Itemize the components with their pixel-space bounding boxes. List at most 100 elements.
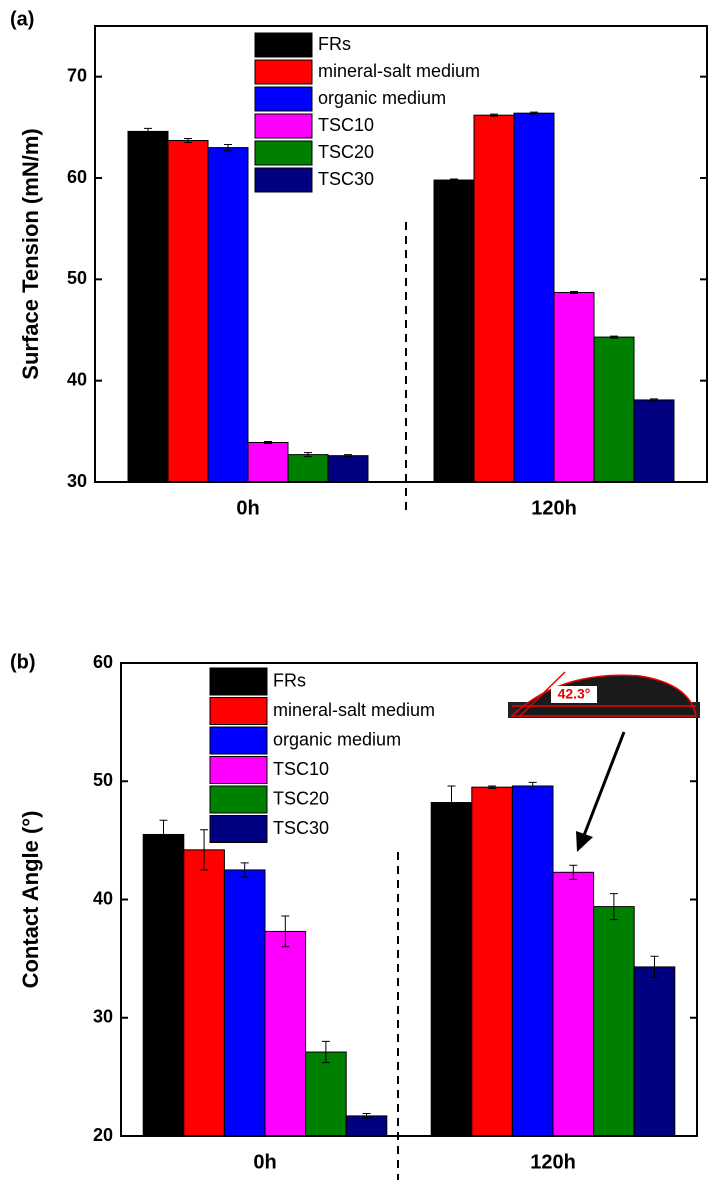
y-tick-label: 60 <box>93 652 113 672</box>
panel-label: (a) <box>10 8 34 30</box>
y-tick-label: 50 <box>67 268 87 288</box>
error-bar <box>570 290 578 295</box>
error-bar <box>264 440 272 444</box>
panel-label: (b) <box>10 651 36 673</box>
legend-swatch <box>209 697 268 725</box>
bar <box>167 140 209 483</box>
bar <box>471 786 513 1137</box>
error-bar <box>569 864 578 880</box>
x-tick-label: 120h <box>531 497 577 519</box>
bar <box>183 849 225 1137</box>
error-bar <box>240 862 249 878</box>
droplet <box>510 674 697 717</box>
error-bar <box>362 1113 371 1119</box>
tangent-line <box>519 671 566 717</box>
bar <box>345 1115 388 1137</box>
error-bar <box>304 452 312 458</box>
error-bar <box>344 454 352 458</box>
legend-label: TSC30 <box>273 818 329 838</box>
bar <box>593 336 635 483</box>
error-bar <box>321 1040 330 1064</box>
error-bar <box>159 819 168 850</box>
y-tick-label: 70 <box>67 65 87 85</box>
contact-angle-inset: 42.3° <box>508 671 700 852</box>
legend-label: TSC10 <box>318 115 374 135</box>
error-bar <box>528 781 537 791</box>
bar <box>511 785 554 1137</box>
error-bar <box>200 829 209 871</box>
bar <box>287 454 329 483</box>
legend-swatch <box>209 815 268 843</box>
error-bar <box>488 785 497 789</box>
legend-swatch <box>209 726 268 755</box>
legend-label: organic medium <box>318 88 446 108</box>
error-bar <box>610 335 618 339</box>
plot-frame <box>120 662 698 1137</box>
bar <box>247 441 289 483</box>
chart-panel: 0h 120h 30 40 50 60 70 (a) Surface Tension (mN/m… <box>10 8 708 519</box>
error-bar <box>224 144 232 152</box>
chart-panel: 0h 120h 20 30 40 50 60 (b) Contact Angle (°) FRs m… <box>10 651 698 1180</box>
legend-swatch <box>254 113 313 139</box>
legend-swatch <box>254 140 313 166</box>
bar <box>433 179 475 483</box>
x-tick-label: 0h <box>236 497 259 519</box>
y-tick-label: 40 <box>93 888 113 908</box>
legend-label: FRs <box>273 670 306 690</box>
legend-swatch <box>209 785 268 814</box>
legend-label: TSC20 <box>318 142 374 162</box>
legend-swatch <box>254 32 313 58</box>
y-axis-title: Surface Tension (mN/m) <box>18 128 43 379</box>
y-tick-label: 30 <box>67 471 87 491</box>
error-bar <box>650 955 659 979</box>
legend-swatch <box>209 756 268 784</box>
y-tick-label: 50 <box>93 770 113 790</box>
y-tick-label: 40 <box>67 369 87 389</box>
x-tick-label: 0h <box>253 1151 276 1173</box>
error-bar <box>490 113 498 117</box>
angle-label: 42.3° <box>558 686 591 702</box>
x-tick-label: 120h <box>530 1151 576 1173</box>
arrow-shaft <box>581 731 626 839</box>
bar <box>593 906 635 1137</box>
error-bar <box>447 785 456 820</box>
bar <box>513 112 555 483</box>
legend-swatch <box>254 86 313 112</box>
bar <box>207 147 249 483</box>
bar <box>142 833 185 1137</box>
arrow-head <box>576 831 593 852</box>
error-bar <box>530 111 538 115</box>
error-bar <box>650 398 658 402</box>
legend-label: FRs <box>318 34 351 54</box>
y-tick-label: 30 <box>93 1007 113 1027</box>
bar <box>127 130 169 483</box>
bar <box>264 930 307 1137</box>
legend-label: mineral-salt medium <box>273 700 435 720</box>
legend-swatch <box>209 667 268 696</box>
bar <box>473 114 515 483</box>
error-bar <box>184 137 192 144</box>
bar <box>552 871 595 1137</box>
bar <box>223 869 266 1137</box>
bar <box>430 802 473 1137</box>
bar <box>305 1051 347 1137</box>
legend-label: TSC10 <box>273 759 329 779</box>
y-axis-title: Contact Angle (°) <box>18 811 43 989</box>
legend-label: TSC20 <box>273 788 329 808</box>
bar <box>633 966 676 1137</box>
legend-label: mineral-salt medium <box>318 61 480 81</box>
plot-frame <box>94 25 708 483</box>
legend-swatch <box>254 59 313 85</box>
angle-box <box>551 686 597 703</box>
legend-label: TSC30 <box>318 169 374 189</box>
legend-swatch <box>254 167 313 193</box>
y-tick-label: 20 <box>93 1125 113 1145</box>
error-bar <box>450 178 458 182</box>
bar <box>633 399 675 483</box>
y-tick-label: 60 <box>67 167 87 187</box>
bar <box>327 455 369 483</box>
error-bar <box>281 915 290 948</box>
bar <box>553 292 595 483</box>
error-bar <box>609 893 618 921</box>
